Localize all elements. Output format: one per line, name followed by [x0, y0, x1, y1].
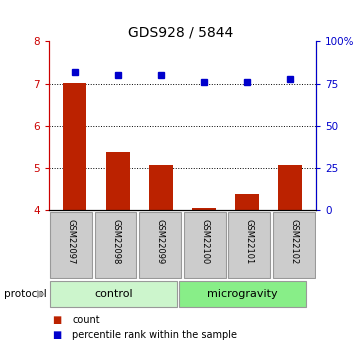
Bar [235, 194, 259, 210]
Text: GSM22101: GSM22101 [245, 219, 253, 264]
Bar [95, 212, 136, 278]
Bar [106, 152, 130, 210]
Text: GSM22097: GSM22097 [66, 219, 75, 264]
Text: count: count [72, 315, 100, 325]
Text: ■: ■ [52, 331, 62, 340]
Text: percentile rank within the sample: percentile rank within the sample [72, 331, 237, 340]
Bar [50, 212, 92, 278]
Bar [179, 281, 306, 307]
Text: control: control [94, 289, 133, 299]
Bar [273, 212, 314, 278]
Bar [139, 212, 181, 278]
Bar [63, 83, 86, 210]
Bar [192, 208, 216, 210]
Bar [278, 165, 302, 210]
Text: ■: ■ [52, 315, 62, 325]
Text: ▶: ▶ [37, 289, 46, 299]
Text: GSM22102: GSM22102 [289, 219, 298, 264]
Bar [184, 212, 226, 278]
Text: GDS928 / 5844: GDS928 / 5844 [128, 26, 233, 40]
Text: GSM22100: GSM22100 [200, 219, 209, 264]
Text: protocol: protocol [4, 289, 46, 299]
Text: GSM22098: GSM22098 [111, 219, 120, 264]
Text: microgravity: microgravity [207, 289, 278, 299]
Bar [149, 165, 173, 210]
Text: GSM22099: GSM22099 [156, 219, 165, 264]
Bar [228, 212, 270, 278]
Bar [49, 281, 177, 307]
